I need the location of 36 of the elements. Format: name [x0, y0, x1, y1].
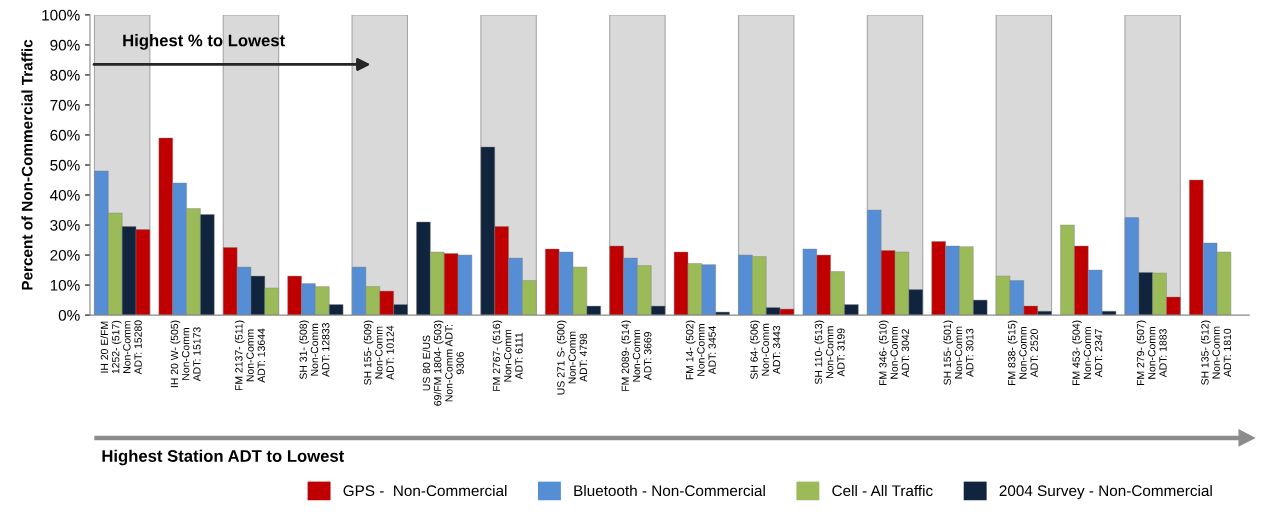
- y-tick-label: 60%: [50, 129, 80, 141]
- x-tick-label: SH 155- (509) Non-Comm ADT: 10124: [363, 320, 394, 385]
- y-tick-label: 50%: [50, 159, 80, 171]
- y-tick-label: 80%: [50, 69, 80, 81]
- legend-label: Cell - All Traffic: [832, 484, 933, 497]
- y-tick-label: 100%: [42, 9, 80, 21]
- x-tick-label: FM 14- (502) Non-Comm ADT: 3454: [685, 320, 716, 380]
- x-tick-label: SH 31- (508) Non-Comm ADT: 12833: [299, 320, 330, 380]
- x-tick-label: SH 155- (501) Non-Comm ADT: 3013: [943, 320, 974, 385]
- x-tick-label: FM 2089- (514) Non-Comm ADT: 3669: [621, 320, 652, 391]
- y-tick-label: 30%: [50, 219, 80, 231]
- x-tick-label: FM 838- (515) Non-Comm ADT: 2520: [1007, 320, 1038, 386]
- y-tick-label: 40%: [50, 189, 80, 201]
- y-tick-label: 0%: [58, 309, 80, 321]
- y-tick-label: 70%: [50, 99, 80, 111]
- x-tick-label: IH 20 W- (505) Non-Comm ADT: 15173: [170, 320, 201, 388]
- x-tick-label: FM 346- (510) Non-Comm ADT: 3042: [878, 320, 910, 386]
- x-tick-label: US 80 E/US 69/FM 1804- (503) Non-Comm ADT: 9306: [422, 320, 464, 406]
- x-tick-label: FM 2137- (511) Non-Comm ADT: 13644: [234, 320, 265, 391]
- x-tick-label: SH 64- (506) Non-Comm ADT: 3443: [750, 320, 781, 380]
- x-tick-label: FM 2767- (516) Non-Comm ADT: 6111: [492, 320, 523, 391]
- text: Highest Station ADT to Lowest: [102, 449, 345, 466]
- x-tick-label: FM 453- (504) Non-Comm ADT: 2347: [1072, 320, 1103, 386]
- y-tick-label: 10%: [50, 279, 80, 291]
- x-tick-label: FM 279- (507) Non-Comm ADT: 1883: [1136, 320, 1167, 386]
- x-tick-label: SH 135- (512) Non-Comm ADT: 1810: [1200, 320, 1232, 385]
- annotation: Highest % to Lowest: [123, 34, 285, 50]
- legend-label: Bluetooth - Non-Commercial: [574, 484, 765, 497]
- y-tick-label: 90%: [50, 39, 80, 51]
- y-tick-label: 20%: [50, 249, 80, 261]
- x-tick-label: US 271 S- (500) Non-Comm ADT: 4798: [556, 320, 588, 395]
- legend-label: GPS - Non-Commercial: [343, 484, 507, 497]
- x-tick-label: SH 110- (513) Non-Comm ADT: 3199: [814, 320, 845, 385]
- legend-label: 2004 Survey - Non-Commercial: [999, 484, 1212, 500]
- y-axis-title: Percent of Non-Commercial Traffic: [21, 39, 33, 290]
- x-tick-label: IH 20 E/FM 1252- (517) Non-Comm ADT: 15280: [100, 320, 142, 375]
